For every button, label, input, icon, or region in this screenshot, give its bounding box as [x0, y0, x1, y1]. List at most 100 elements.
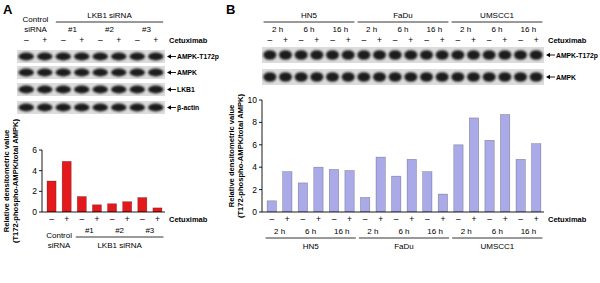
cetuximab-sign: – [456, 214, 461, 224]
group-label: ControlsiRNA [23, 15, 49, 34]
y-tick [259, 167, 262, 168]
x-axis [262, 212, 544, 213]
cetuximab-sign: – [267, 35, 272, 45]
subgroup-label: 2 h [460, 25, 471, 34]
bar [77, 197, 86, 213]
bar [345, 171, 354, 212]
blot-band [74, 53, 90, 61]
y-tick [259, 144, 262, 145]
bar [516, 159, 525, 212]
blot-band [404, 72, 417, 82]
blot-band [37, 104, 53, 112]
cetuximab-sign: + [503, 214, 508, 224]
bar [532, 144, 541, 212]
subgroup-label: 2 h [461, 227, 472, 236]
group-label-line: siRNA [24, 25, 47, 34]
y-axis-label: (T172-phospho-AMPK/total AMPK) [11, 118, 20, 243]
group-bracket [266, 238, 356, 239]
bar [123, 202, 132, 212]
blot-band [436, 50, 449, 60]
blot-arrowhead [167, 87, 171, 91]
blot-arrowhead [546, 75, 550, 79]
subgroup-label: 6 h [398, 227, 409, 236]
group-bracket [359, 238, 449, 239]
cetuximab-sign: – [332, 214, 337, 224]
panel-letter: B [226, 2, 235, 17]
cetuximab-sign: + [408, 35, 413, 45]
bar [62, 161, 71, 212]
bar [485, 140, 494, 212]
cetuximab-sign: – [135, 35, 140, 45]
blot-band [467, 50, 480, 60]
blot-band [295, 50, 308, 60]
cetuximab-sign: + [42, 35, 47, 45]
bars [267, 115, 541, 212]
group-bracket [452, 22, 543, 23]
bar [469, 118, 478, 212]
blot-band [129, 86, 145, 94]
cetuximab-sign: + [94, 214, 99, 224]
blot-band [451, 72, 464, 82]
subgroup-label: 16 h [521, 25, 537, 34]
blot-band [37, 69, 53, 77]
cetuximab-sign: – [455, 35, 460, 45]
y-tick [259, 212, 262, 213]
bar [298, 183, 307, 212]
blot-band [420, 72, 433, 82]
group-bracket [56, 22, 163, 23]
y-tick-label: 10 [248, 95, 258, 105]
cetuximab-sign: + [125, 214, 130, 224]
blot-band [310, 72, 323, 82]
y-tick [39, 170, 42, 171]
blot-band [74, 86, 90, 94]
subgroup-label: #2 [105, 25, 114, 34]
blot-band [279, 72, 292, 82]
blot-band [342, 50, 355, 60]
blot-label: AMPK-T172p [556, 52, 598, 60]
treatment-label: Cetuximab [548, 215, 587, 224]
bar [360, 197, 369, 212]
y-tick-label: 4 [252, 162, 257, 172]
cetuximab-sign: + [534, 214, 539, 224]
y-tick-label: 0 [252, 207, 257, 217]
blot-band [357, 72, 370, 82]
blot-band [498, 72, 511, 82]
blot-band [111, 69, 127, 77]
blot-background [262, 69, 544, 85]
treatment-label: Cetuximab [169, 215, 208, 224]
blot-band [148, 53, 164, 61]
blot-band [295, 72, 308, 82]
group-label: FaDu [394, 242, 414, 251]
blot-band [514, 72, 527, 82]
blot-band [498, 50, 511, 60]
subgroup-label: #2 [115, 226, 124, 235]
group-bracket [358, 22, 449, 23]
bar [267, 201, 276, 212]
blot-label: AMPK [177, 69, 197, 76]
y-axis-label: (T172-phospho-AMPK/total AMPK) [236, 93, 245, 218]
blot-band [530, 50, 543, 60]
blot-band [530, 72, 543, 82]
group-bracket [452, 238, 542, 239]
blot-background [17, 66, 165, 79]
subgroup-label: 2 h [366, 25, 377, 34]
subgroup-label: #1 [85, 226, 94, 235]
cetuximab-sign: + [534, 35, 539, 45]
cetuximab-sign: + [79, 35, 84, 45]
blot-band [111, 104, 127, 112]
cetuximab-sign: + [471, 35, 476, 45]
y-tick [39, 191, 42, 192]
cetuximab-sign: – [49, 214, 54, 224]
bar [407, 159, 416, 212]
cetuximab-sign: + [440, 214, 445, 224]
blot-band [55, 53, 71, 61]
cetuximab-sign: – [299, 35, 304, 45]
bar [47, 181, 56, 212]
cetuximab-sign: – [269, 214, 274, 224]
group-label-line: Control [46, 231, 72, 240]
blot-band [129, 104, 145, 112]
blot-band [18, 104, 34, 112]
blot-label: AMPK-T172p [177, 53, 219, 61]
cetuximab-sign: + [316, 214, 321, 224]
group-label-line: siRNA [48, 241, 71, 250]
